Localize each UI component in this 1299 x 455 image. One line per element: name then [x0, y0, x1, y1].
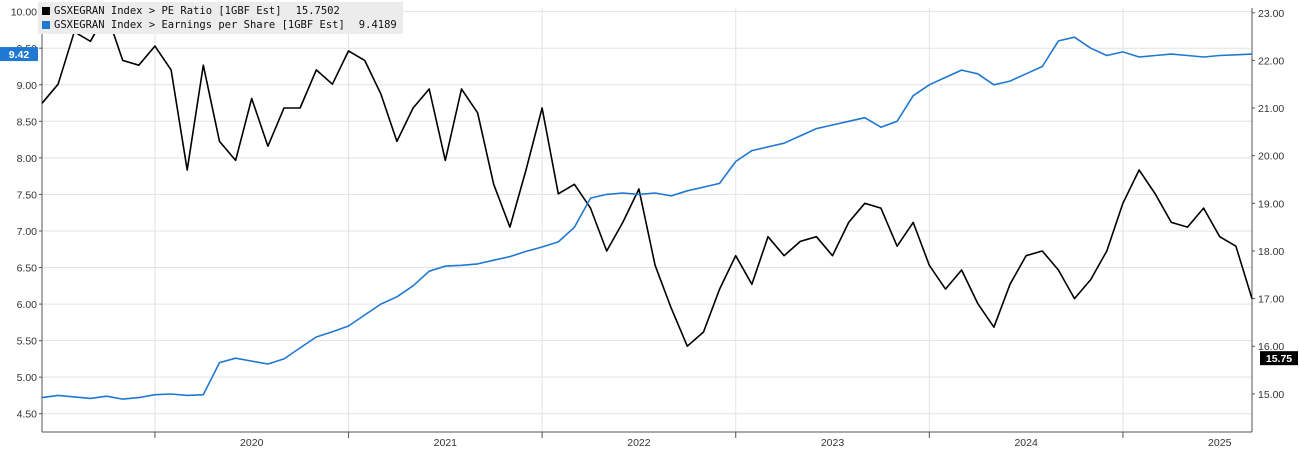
left-tick-label: 6.00 — [17, 299, 38, 311]
axes — [39, 8, 1255, 438]
left-tick-label: 8.00 — [17, 153, 38, 165]
left-tick-label: 6.50 — [17, 263, 38, 275]
tick-labels: 4.50 5.00 5.50 6.00 6.50 7.00 7.50 8.00 8.50 9.00… — [11, 7, 1285, 449]
left-tick-label: 5.50 — [17, 336, 38, 348]
left-value-tag — [0, 47, 38, 62]
left-tick-label: 10.00 — [11, 7, 37, 19]
left-tick-label: 7.00 — [17, 226, 38, 238]
legend-swatch-eps — [42, 21, 50, 29]
left-tick-label: 7.50 — [17, 189, 38, 201]
pe-ratio-line — [41, 12, 1253, 347]
eps-line — [41, 36, 1253, 400]
right-value-tag-text: 15.75 — [1266, 353, 1292, 365]
right-tick-label: 18.00 — [1258, 246, 1284, 258]
legend-value-eps: 9.4189 — [358, 19, 397, 31]
right-tick-label: 22.00 — [1258, 55, 1284, 67]
legend-label-pe: GSXEGRAN Index > PE Ratio [1GBF Est] — [54, 5, 282, 17]
legend-item-eps: GSXEGRAN Index > Earnings per Share [1GB… — [42, 18, 397, 32]
legend-value-pe: 15.7502 — [295, 5, 340, 17]
x-tick-label: 2024 — [1014, 437, 1038, 449]
left-tick-label: 4.50 — [17, 409, 38, 421]
right-tick-label: 23.00 — [1258, 8, 1284, 20]
left-tick-label: 5.00 — [17, 372, 38, 384]
left-tick-label: 9.00 — [17, 80, 38, 92]
legend: GSXEGRAN Index > PE Ratio [1GBF Est] 15.… — [38, 2, 403, 34]
legend-swatch-pe — [42, 7, 50, 15]
left-value-tag-text: 9.42 — [9, 49, 30, 61]
right-tick-label: 21.00 — [1258, 103, 1284, 115]
x-tick-label: 2021 — [434, 437, 458, 449]
grid — [42, 8, 1252, 432]
legend-label-eps: GSXEGRAN Index > Earnings per Share [1GB… — [54, 19, 345, 31]
x-tick-label: 2022 — [627, 437, 651, 449]
left-tick-label: 8.50 — [17, 116, 38, 128]
x-tick-label: 2025 — [1208, 437, 1232, 449]
right-tick-label: 19.00 — [1258, 198, 1284, 210]
x-tick-label: 2023 — [821, 437, 845, 449]
right-tick-label: 17.00 — [1258, 294, 1284, 306]
right-tick-label: 15.00 — [1258, 389, 1284, 401]
right-tick-label: 16.00 — [1258, 341, 1284, 353]
legend-item-pe: GSXEGRAN Index > PE Ratio [1GBF Est] 15.… — [42, 4, 397, 18]
x-tick-label: 2020 — [240, 437, 264, 449]
series-lines — [41, 12, 1253, 400]
right-value-tag — [1260, 351, 1298, 366]
right-tick-label: 20.00 — [1258, 151, 1284, 163]
value-tags: 9.42 15.75 — [0, 47, 1298, 366]
